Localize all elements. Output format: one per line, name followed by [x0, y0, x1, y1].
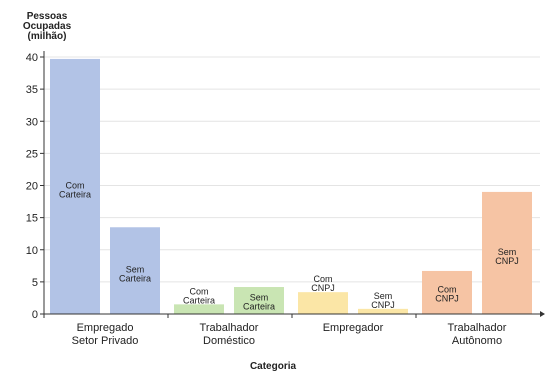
y-axis-label-line-1: Pessoas: [26, 11, 68, 22]
y-tick-label: 10: [26, 245, 38, 257]
bar-label: CNPJ: [371, 300, 395, 310]
bar-label: Sem: [250, 293, 269, 303]
bar-label: Com: [189, 286, 208, 296]
bar-label: CNPJ: [435, 293, 459, 303]
category-label: Trabalhador: [448, 322, 507, 334]
bar: [174, 304, 224, 314]
category-label: Empregador: [323, 322, 384, 334]
y-axis-label-line-3: (milhão): [27, 31, 67, 42]
bar-label: Carteira: [119, 274, 151, 284]
bar: [358, 308, 408, 314]
y-tick-label: 0: [32, 309, 38, 321]
bar: [110, 227, 160, 314]
y-tick-label: 35: [26, 84, 38, 96]
y-tick-label: 30: [26, 116, 38, 128]
bar-label: Com: [437, 284, 456, 294]
category-label: Empregado: [77, 322, 134, 334]
bar-label: CNPJ: [495, 256, 519, 266]
bar-label: CNPJ: [311, 283, 335, 293]
bar: [50, 58, 100, 314]
bar-label: Carteira: [243, 302, 275, 312]
y-tick-label: 15: [26, 213, 38, 225]
category-label: Setor Privado: [72, 335, 139, 347]
axes: [40, 51, 545, 318]
y-axis-label-line-2: Ocupadas: [22, 21, 72, 32]
x-axis-label: Categoria: [249, 361, 297, 372]
bar: [298, 292, 348, 314]
category-label: Doméstico: [203, 335, 255, 347]
bar: [422, 270, 472, 314]
y-tick-label: 25: [26, 148, 38, 160]
bar-label: Com: [65, 180, 84, 190]
bar-label: Sem: [126, 265, 145, 275]
bar-label: Sem: [498, 247, 517, 257]
bar: [482, 191, 532, 314]
y-tick-label: 5: [32, 277, 38, 289]
bar: [234, 287, 284, 314]
category-label: Autônomo: [452, 335, 502, 347]
y-tick-label: 40: [26, 52, 38, 64]
bar-label: Carteira: [59, 189, 91, 199]
bars: [50, 58, 532, 314]
bar-label: Carteira: [183, 295, 215, 305]
bar-label: Com: [313, 274, 332, 284]
x-axis-arrow: [540, 311, 545, 317]
y-tick-label: 20: [26, 181, 38, 193]
labels: 0510152025303540ComCarteiraSemCarteiraEm…: [26, 52, 519, 347]
bar-label: Sem: [374, 291, 393, 301]
category-label: Trabalhador: [200, 322, 259, 334]
